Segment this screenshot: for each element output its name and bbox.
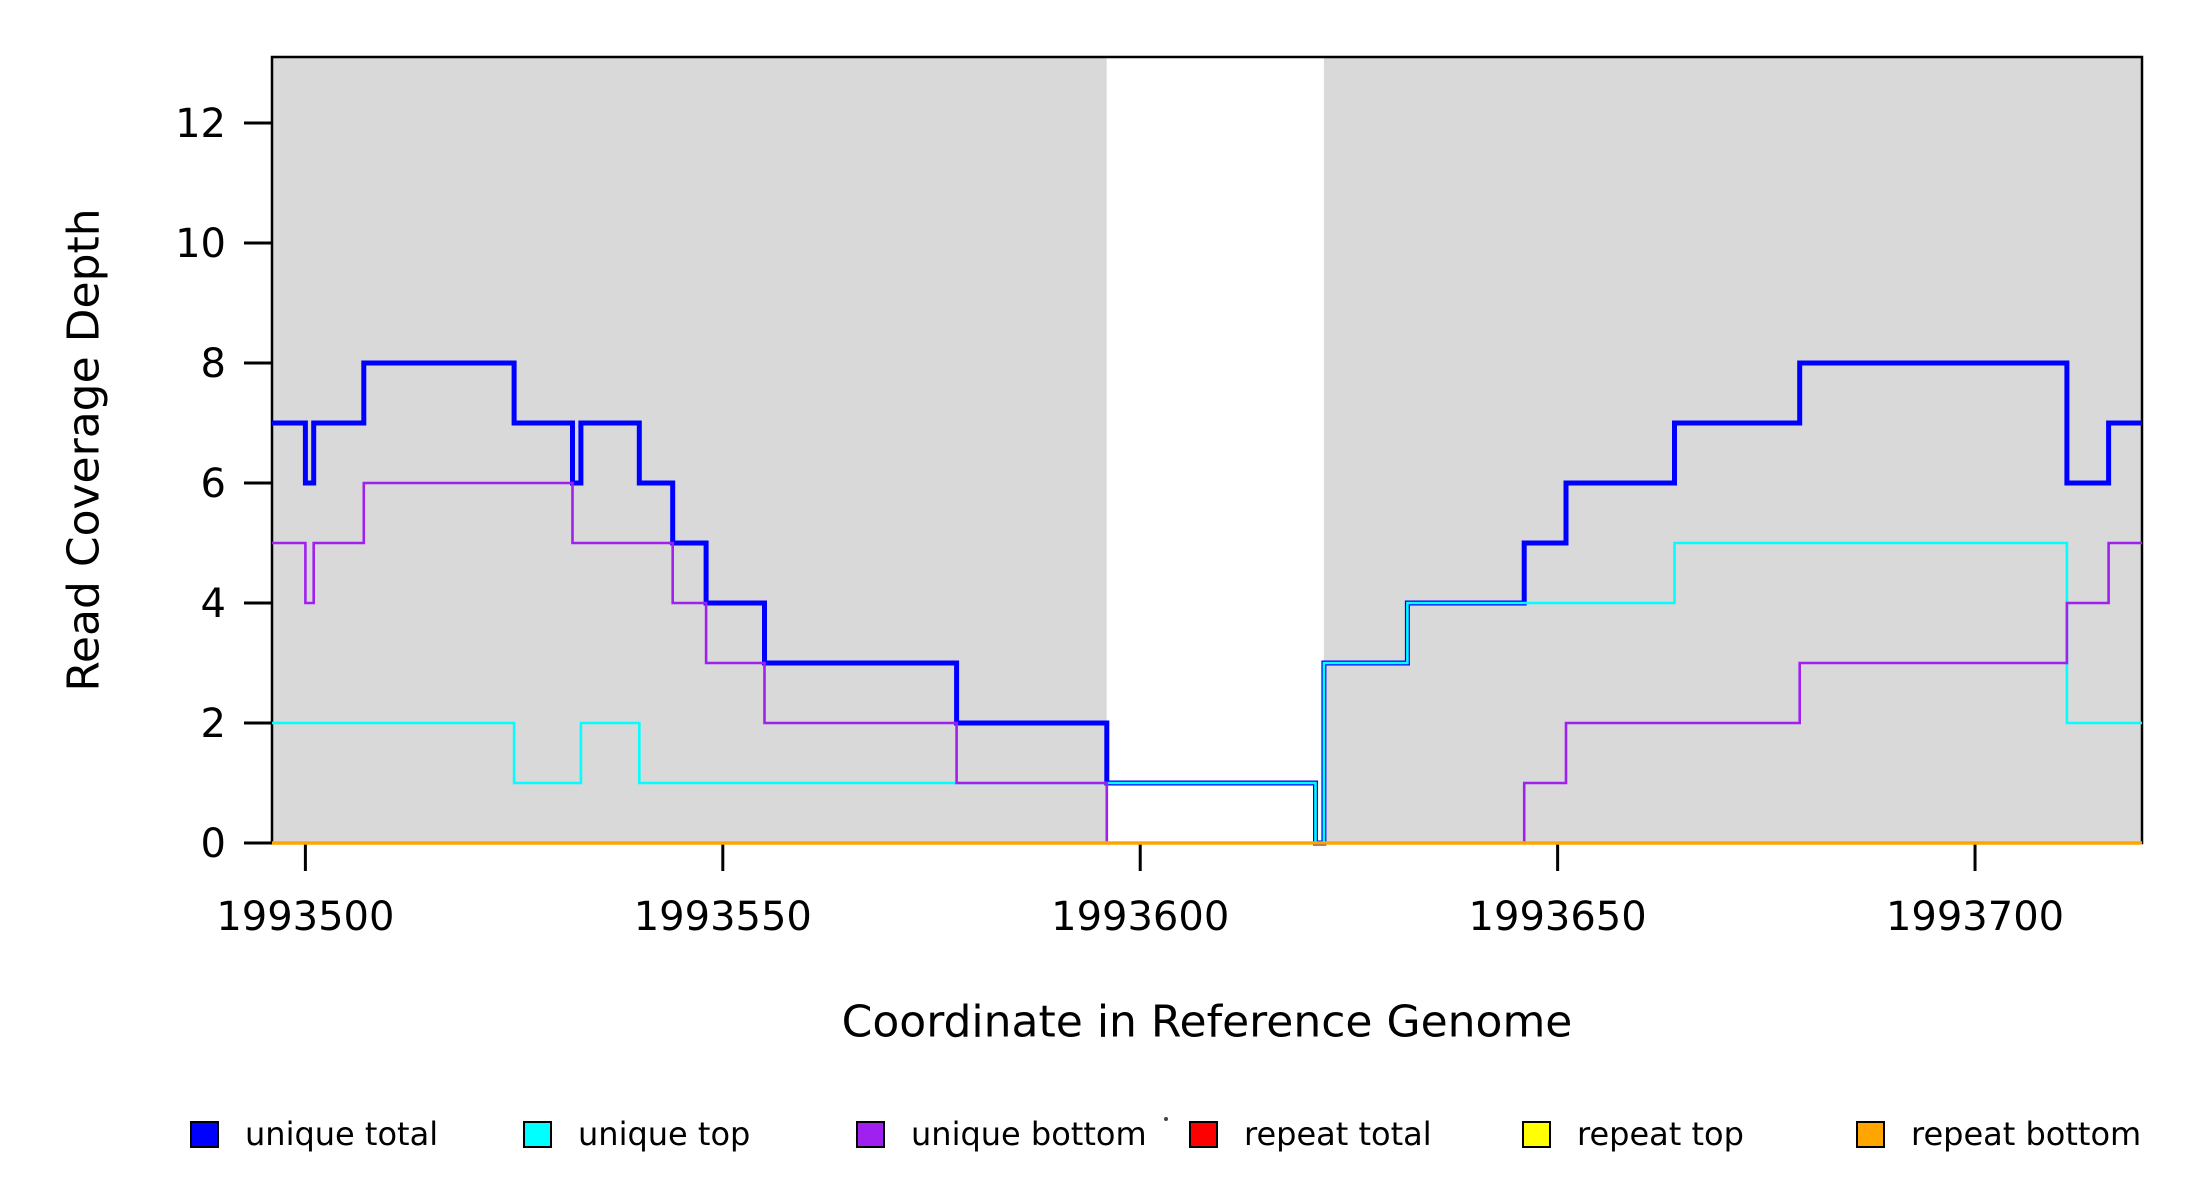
legend-item-unique-bottom: unique bottom (856, 1112, 1147, 1156)
y-tick-label: 2 (201, 701, 226, 747)
stray-dot (1164, 1117, 1168, 1121)
repeat-total-swatch (1189, 1120, 1218, 1148)
series-unique-total (272, 360, 2142, 846)
y-tick-label: 4 (201, 581, 226, 627)
legend-item-repeat-top: repeat top (1522, 1112, 1744, 1156)
x-tick-label: 1993650 (1469, 894, 1647, 940)
y-tick-label: 8 (201, 341, 226, 387)
legend-label-unique-bottom: unique bottom (911, 1115, 1147, 1153)
repeat-bottom-swatch (1856, 1120, 1885, 1148)
unique-bottom-swatch (856, 1120, 885, 1148)
y-tick-label: 6 (201, 461, 226, 507)
band-unique-region-right (1323, 57, 2142, 843)
repeat-top-swatch (1522, 1120, 1551, 1148)
legend-item-repeat-bottom: repeat bottom (1856, 1112, 2141, 1156)
x-tick-label: 1993550 (634, 894, 812, 940)
unique-total-swatch (190, 1120, 219, 1148)
x-axis-title: Coordinate in Reference Genome (841, 996, 1573, 1048)
x-tick-label: 1993500 (216, 894, 394, 940)
legend-label-unique-total: unique total (245, 1115, 439, 1153)
legend-label-unique-top: unique top (578, 1115, 751, 1153)
band-gap-region (1106, 57, 1324, 843)
series-unique-bottom (272, 481, 2142, 845)
legend-item-repeat-total: repeat total (1189, 1112, 1432, 1156)
legend: unique total unique top unique bottom repea… (0, 1112, 2200, 1158)
legend-label-repeat-bottom: repeat bottom (1911, 1115, 2142, 1153)
legend-label-repeat-top: repeat top (1577, 1115, 1744, 1153)
legend-label-repeat-total: repeat total (1244, 1115, 1432, 1153)
y-axis-title: Read Coverage Depth (58, 208, 110, 692)
y-tick-label: 10 (175, 221, 226, 267)
unique-top-swatch (523, 1120, 552, 1148)
y-tick-label: 0 (201, 821, 226, 867)
band-unique-region-left (272, 57, 1107, 843)
x-tick-label: 1993600 (1051, 894, 1229, 940)
x-tick-label: 1993700 (1886, 894, 2064, 940)
legend-item-unique-total: unique total (190, 1112, 438, 1156)
y-tick-label: 12 (175, 101, 226, 147)
legend-item-unique-top: unique top (523, 1112, 750, 1156)
